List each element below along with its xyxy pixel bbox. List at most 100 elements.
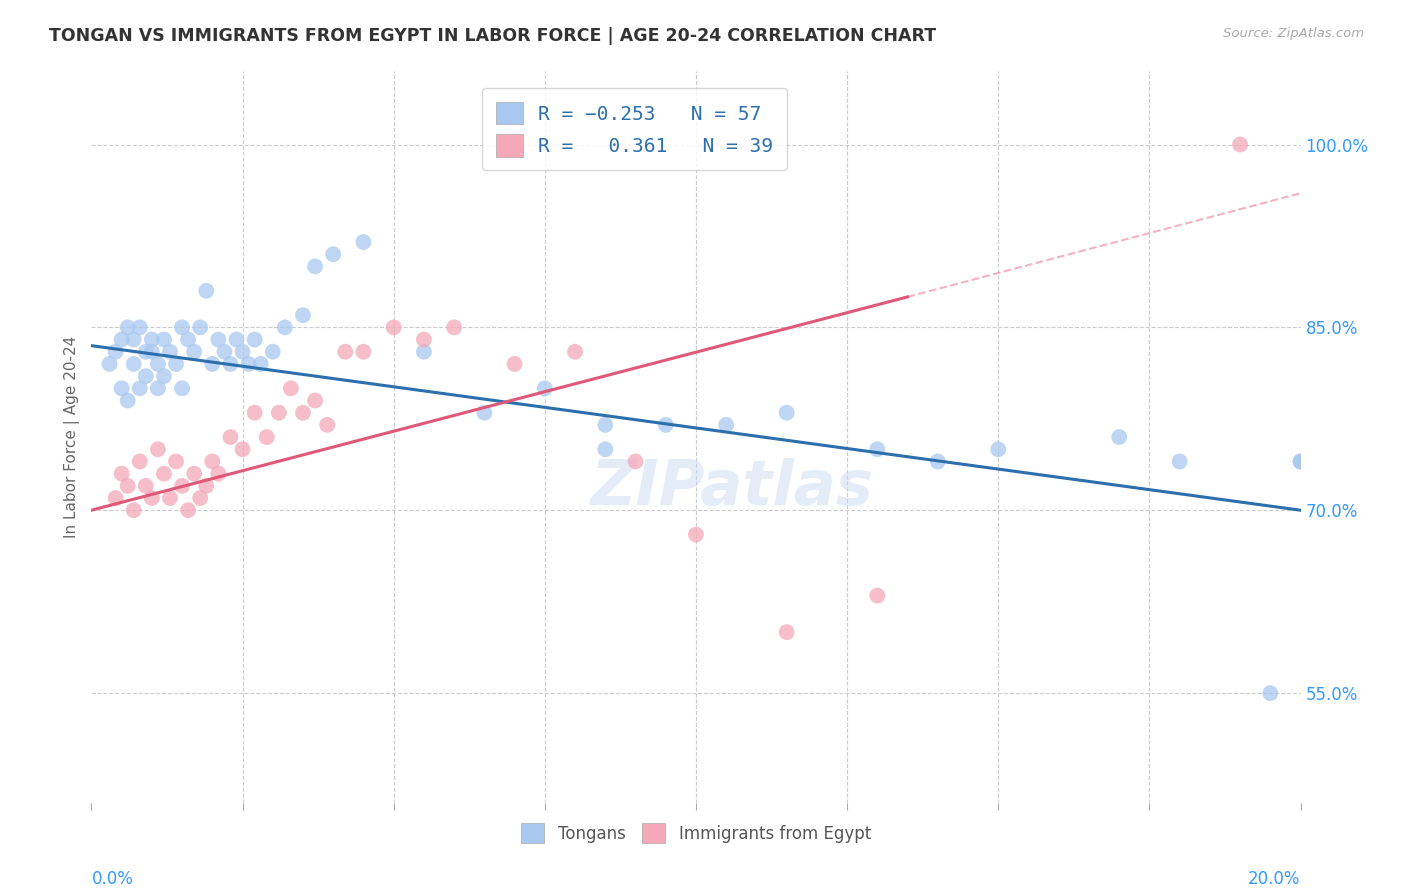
Point — [503, 357, 526, 371]
Point — [188, 320, 211, 334]
Point — [256, 430, 278, 444]
Point — [595, 417, 617, 432]
Point — [219, 357, 242, 371]
Text: 20.0%: 20.0% — [1249, 870, 1301, 888]
Point — [117, 479, 139, 493]
Point — [987, 442, 1010, 457]
Point — [413, 344, 436, 359]
Point — [352, 235, 374, 249]
Point — [685, 527, 707, 541]
Point — [122, 503, 145, 517]
Point — [122, 333, 145, 347]
Point — [1108, 430, 1130, 444]
Point — [624, 454, 647, 468]
Point — [135, 369, 157, 384]
Point — [141, 491, 163, 505]
Point — [172, 320, 194, 334]
Point — [472, 406, 495, 420]
Point — [1168, 454, 1191, 468]
Point — [304, 260, 326, 274]
Point — [214, 344, 236, 359]
Point — [335, 344, 357, 359]
Point — [141, 333, 163, 347]
Point — [165, 357, 187, 371]
Point — [207, 333, 229, 347]
Point — [231, 344, 253, 359]
Text: ZIPatlas: ZIPatlas — [591, 458, 873, 518]
Text: Source: ZipAtlas.com: Source: ZipAtlas.com — [1223, 27, 1364, 40]
Point — [153, 333, 176, 347]
Point — [714, 417, 737, 432]
Point — [146, 442, 169, 457]
Point — [201, 454, 224, 468]
Point — [111, 333, 132, 347]
Point — [146, 357, 169, 371]
Point — [352, 344, 374, 359]
Point — [177, 333, 200, 347]
Point — [655, 417, 678, 432]
Point — [153, 467, 176, 481]
Point — [776, 406, 799, 420]
Point — [183, 467, 205, 481]
Point — [231, 442, 253, 457]
Point — [135, 344, 157, 359]
Point — [249, 357, 271, 371]
Point — [201, 357, 224, 371]
Point — [267, 406, 290, 420]
Point — [104, 491, 127, 505]
Point — [128, 381, 150, 395]
Point — [280, 381, 302, 395]
Point — [122, 357, 145, 371]
Point — [172, 381, 194, 395]
Point — [595, 442, 617, 457]
Point — [207, 467, 229, 481]
Point — [238, 357, 260, 371]
Point — [243, 406, 266, 420]
Point — [111, 467, 132, 481]
Point — [927, 454, 949, 468]
Point — [1260, 686, 1282, 700]
Point — [98, 357, 121, 371]
Point — [534, 381, 557, 395]
Point — [219, 430, 242, 444]
Point — [195, 479, 218, 493]
Legend: Tongans, Immigrants from Egypt: Tongans, Immigrants from Egypt — [515, 817, 877, 849]
Point — [159, 491, 181, 505]
Point — [225, 333, 247, 347]
Point — [195, 284, 218, 298]
Point — [117, 393, 139, 408]
Point — [153, 369, 176, 384]
Point — [274, 320, 297, 334]
Point — [292, 308, 315, 322]
Point — [183, 344, 205, 359]
Point — [128, 320, 150, 334]
Point — [316, 417, 339, 432]
Point — [165, 454, 187, 468]
Point — [146, 381, 169, 395]
Point — [866, 442, 889, 457]
Point — [322, 247, 344, 261]
Point — [128, 454, 150, 468]
Point — [104, 344, 127, 359]
Point — [188, 491, 211, 505]
Text: TONGAN VS IMMIGRANTS FROM EGYPT IN LABOR FORCE | AGE 20-24 CORRELATION CHART: TONGAN VS IMMIGRANTS FROM EGYPT IN LABOR… — [49, 27, 936, 45]
Point — [866, 589, 889, 603]
Point — [292, 406, 315, 420]
Point — [776, 625, 799, 640]
Y-axis label: In Labor Force | Age 20-24: In Labor Force | Age 20-24 — [65, 336, 80, 538]
Point — [159, 344, 181, 359]
Point — [1289, 454, 1312, 468]
Point — [111, 381, 132, 395]
Text: 0.0%: 0.0% — [91, 870, 134, 888]
Point — [117, 320, 139, 334]
Point — [1229, 137, 1251, 152]
Point — [172, 479, 194, 493]
Point — [141, 344, 163, 359]
Point — [564, 344, 586, 359]
Point — [413, 333, 436, 347]
Point — [262, 344, 284, 359]
Point — [177, 503, 200, 517]
Point — [443, 320, 465, 334]
Point — [304, 393, 326, 408]
Point — [135, 479, 157, 493]
